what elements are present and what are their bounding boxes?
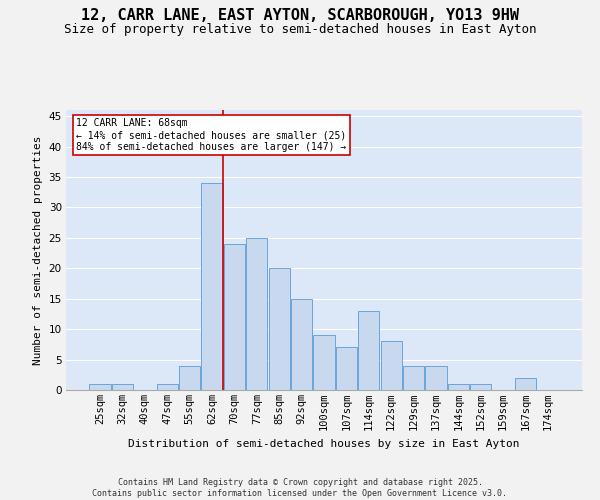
- Bar: [448, 384, 469, 390]
- Bar: [269, 268, 290, 390]
- Text: 12 CARR LANE: 68sqm
← 14% of semi-detached houses are smaller (25)
84% of semi-d: 12 CARR LANE: 68sqm ← 14% of semi-detach…: [76, 118, 347, 152]
- Bar: [515, 378, 536, 390]
- Bar: [202, 183, 223, 390]
- Bar: [313, 335, 335, 390]
- Bar: [470, 384, 491, 390]
- Bar: [246, 238, 268, 390]
- Bar: [112, 384, 133, 390]
- Bar: [224, 244, 245, 390]
- Bar: [291, 298, 312, 390]
- Bar: [179, 366, 200, 390]
- Bar: [358, 311, 379, 390]
- Text: 12, CARR LANE, EAST AYTON, SCARBOROUGH, YO13 9HW: 12, CARR LANE, EAST AYTON, SCARBOROUGH, …: [81, 8, 519, 22]
- Text: Contains HM Land Registry data © Crown copyright and database right 2025.
Contai: Contains HM Land Registry data © Crown c…: [92, 478, 508, 498]
- Bar: [157, 384, 178, 390]
- Bar: [403, 366, 424, 390]
- Bar: [336, 348, 357, 390]
- Bar: [425, 366, 446, 390]
- Y-axis label: Number of semi-detached properties: Number of semi-detached properties: [33, 135, 43, 365]
- X-axis label: Distribution of semi-detached houses by size in East Ayton: Distribution of semi-detached houses by …: [128, 438, 520, 448]
- Text: Size of property relative to semi-detached houses in East Ayton: Size of property relative to semi-detach…: [64, 22, 536, 36]
- Bar: [89, 384, 111, 390]
- Bar: [380, 342, 402, 390]
